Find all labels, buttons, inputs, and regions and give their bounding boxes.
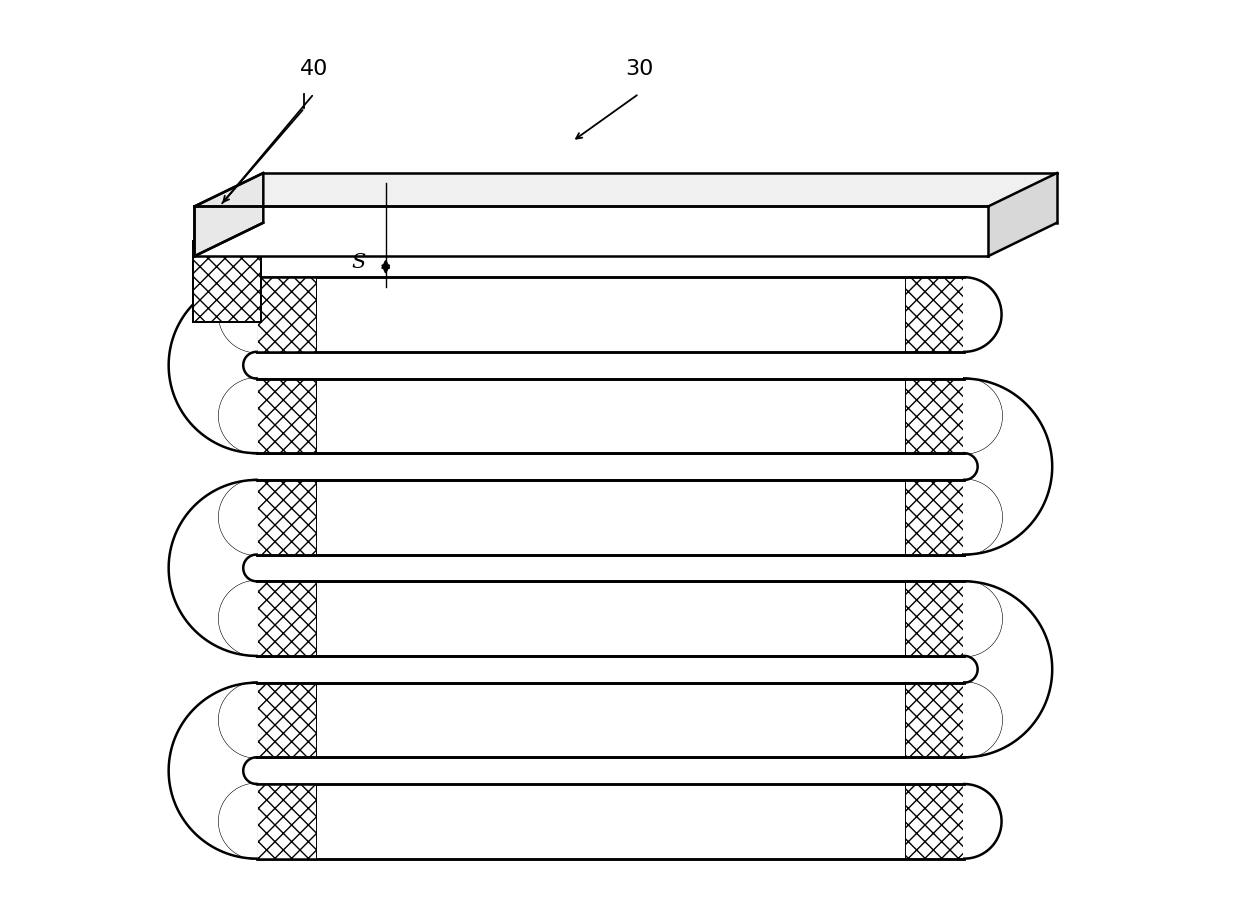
- Polygon shape: [988, 173, 1056, 256]
- Bar: [905, 378, 965, 453]
- Polygon shape: [965, 480, 1002, 555]
- Polygon shape: [219, 480, 257, 555]
- Polygon shape: [169, 277, 257, 453]
- Polygon shape: [195, 173, 1056, 207]
- Bar: [257, 277, 316, 352]
- Bar: [257, 480, 965, 555]
- Polygon shape: [219, 277, 257, 352]
- Bar: [905, 277, 965, 352]
- Polygon shape: [169, 683, 257, 858]
- Polygon shape: [965, 683, 1002, 758]
- Bar: [257, 378, 965, 453]
- Polygon shape: [219, 784, 257, 858]
- Polygon shape: [219, 581, 257, 656]
- Polygon shape: [219, 480, 257, 555]
- Polygon shape: [219, 378, 257, 453]
- Polygon shape: [965, 378, 1053, 555]
- Polygon shape: [965, 480, 1002, 555]
- Polygon shape: [219, 480, 257, 555]
- Polygon shape: [219, 683, 257, 758]
- Polygon shape: [965, 581, 1002, 656]
- Bar: [905, 581, 965, 656]
- Polygon shape: [965, 277, 1002, 352]
- Bar: [257, 683, 316, 758]
- Polygon shape: [965, 581, 1002, 656]
- Bar: [257, 480, 316, 555]
- Bar: [905, 480, 965, 555]
- Bar: [905, 784, 965, 858]
- Polygon shape: [219, 581, 257, 656]
- Text: 30: 30: [625, 59, 653, 80]
- Polygon shape: [195, 173, 263, 256]
- Polygon shape: [965, 277, 1002, 352]
- Polygon shape: [219, 378, 257, 453]
- Bar: [905, 378, 965, 453]
- Bar: [257, 683, 316, 758]
- Polygon shape: [965, 378, 1002, 453]
- Polygon shape: [965, 378, 1002, 453]
- Bar: [195, 207, 988, 256]
- Bar: [257, 784, 316, 858]
- Polygon shape: [965, 378, 1002, 453]
- Bar: [257, 277, 316, 352]
- Polygon shape: [965, 480, 1002, 555]
- Bar: [257, 784, 316, 858]
- Bar: [257, 480, 316, 555]
- Text: 40: 40: [300, 59, 329, 80]
- Bar: [257, 581, 965, 656]
- Polygon shape: [219, 581, 257, 656]
- Polygon shape: [965, 784, 1002, 858]
- Polygon shape: [965, 683, 1002, 758]
- Polygon shape: [219, 277, 257, 352]
- Text: S: S: [352, 253, 366, 272]
- Polygon shape: [219, 683, 257, 758]
- Polygon shape: [965, 581, 1002, 656]
- Polygon shape: [965, 683, 1002, 758]
- Bar: [905, 581, 965, 656]
- Polygon shape: [219, 277, 257, 352]
- Bar: [192, 241, 262, 322]
- Bar: [257, 581, 316, 656]
- Bar: [257, 784, 965, 858]
- Polygon shape: [219, 378, 257, 453]
- Bar: [257, 683, 965, 758]
- Bar: [257, 581, 316, 656]
- Polygon shape: [965, 784, 1002, 858]
- Polygon shape: [219, 784, 257, 858]
- Bar: [257, 277, 965, 352]
- Polygon shape: [965, 581, 1053, 758]
- Bar: [257, 378, 316, 453]
- Bar: [905, 683, 965, 758]
- Bar: [905, 683, 965, 758]
- Polygon shape: [169, 480, 257, 656]
- Polygon shape: [219, 784, 257, 858]
- Bar: [905, 480, 965, 555]
- Polygon shape: [219, 683, 257, 758]
- Bar: [257, 378, 316, 453]
